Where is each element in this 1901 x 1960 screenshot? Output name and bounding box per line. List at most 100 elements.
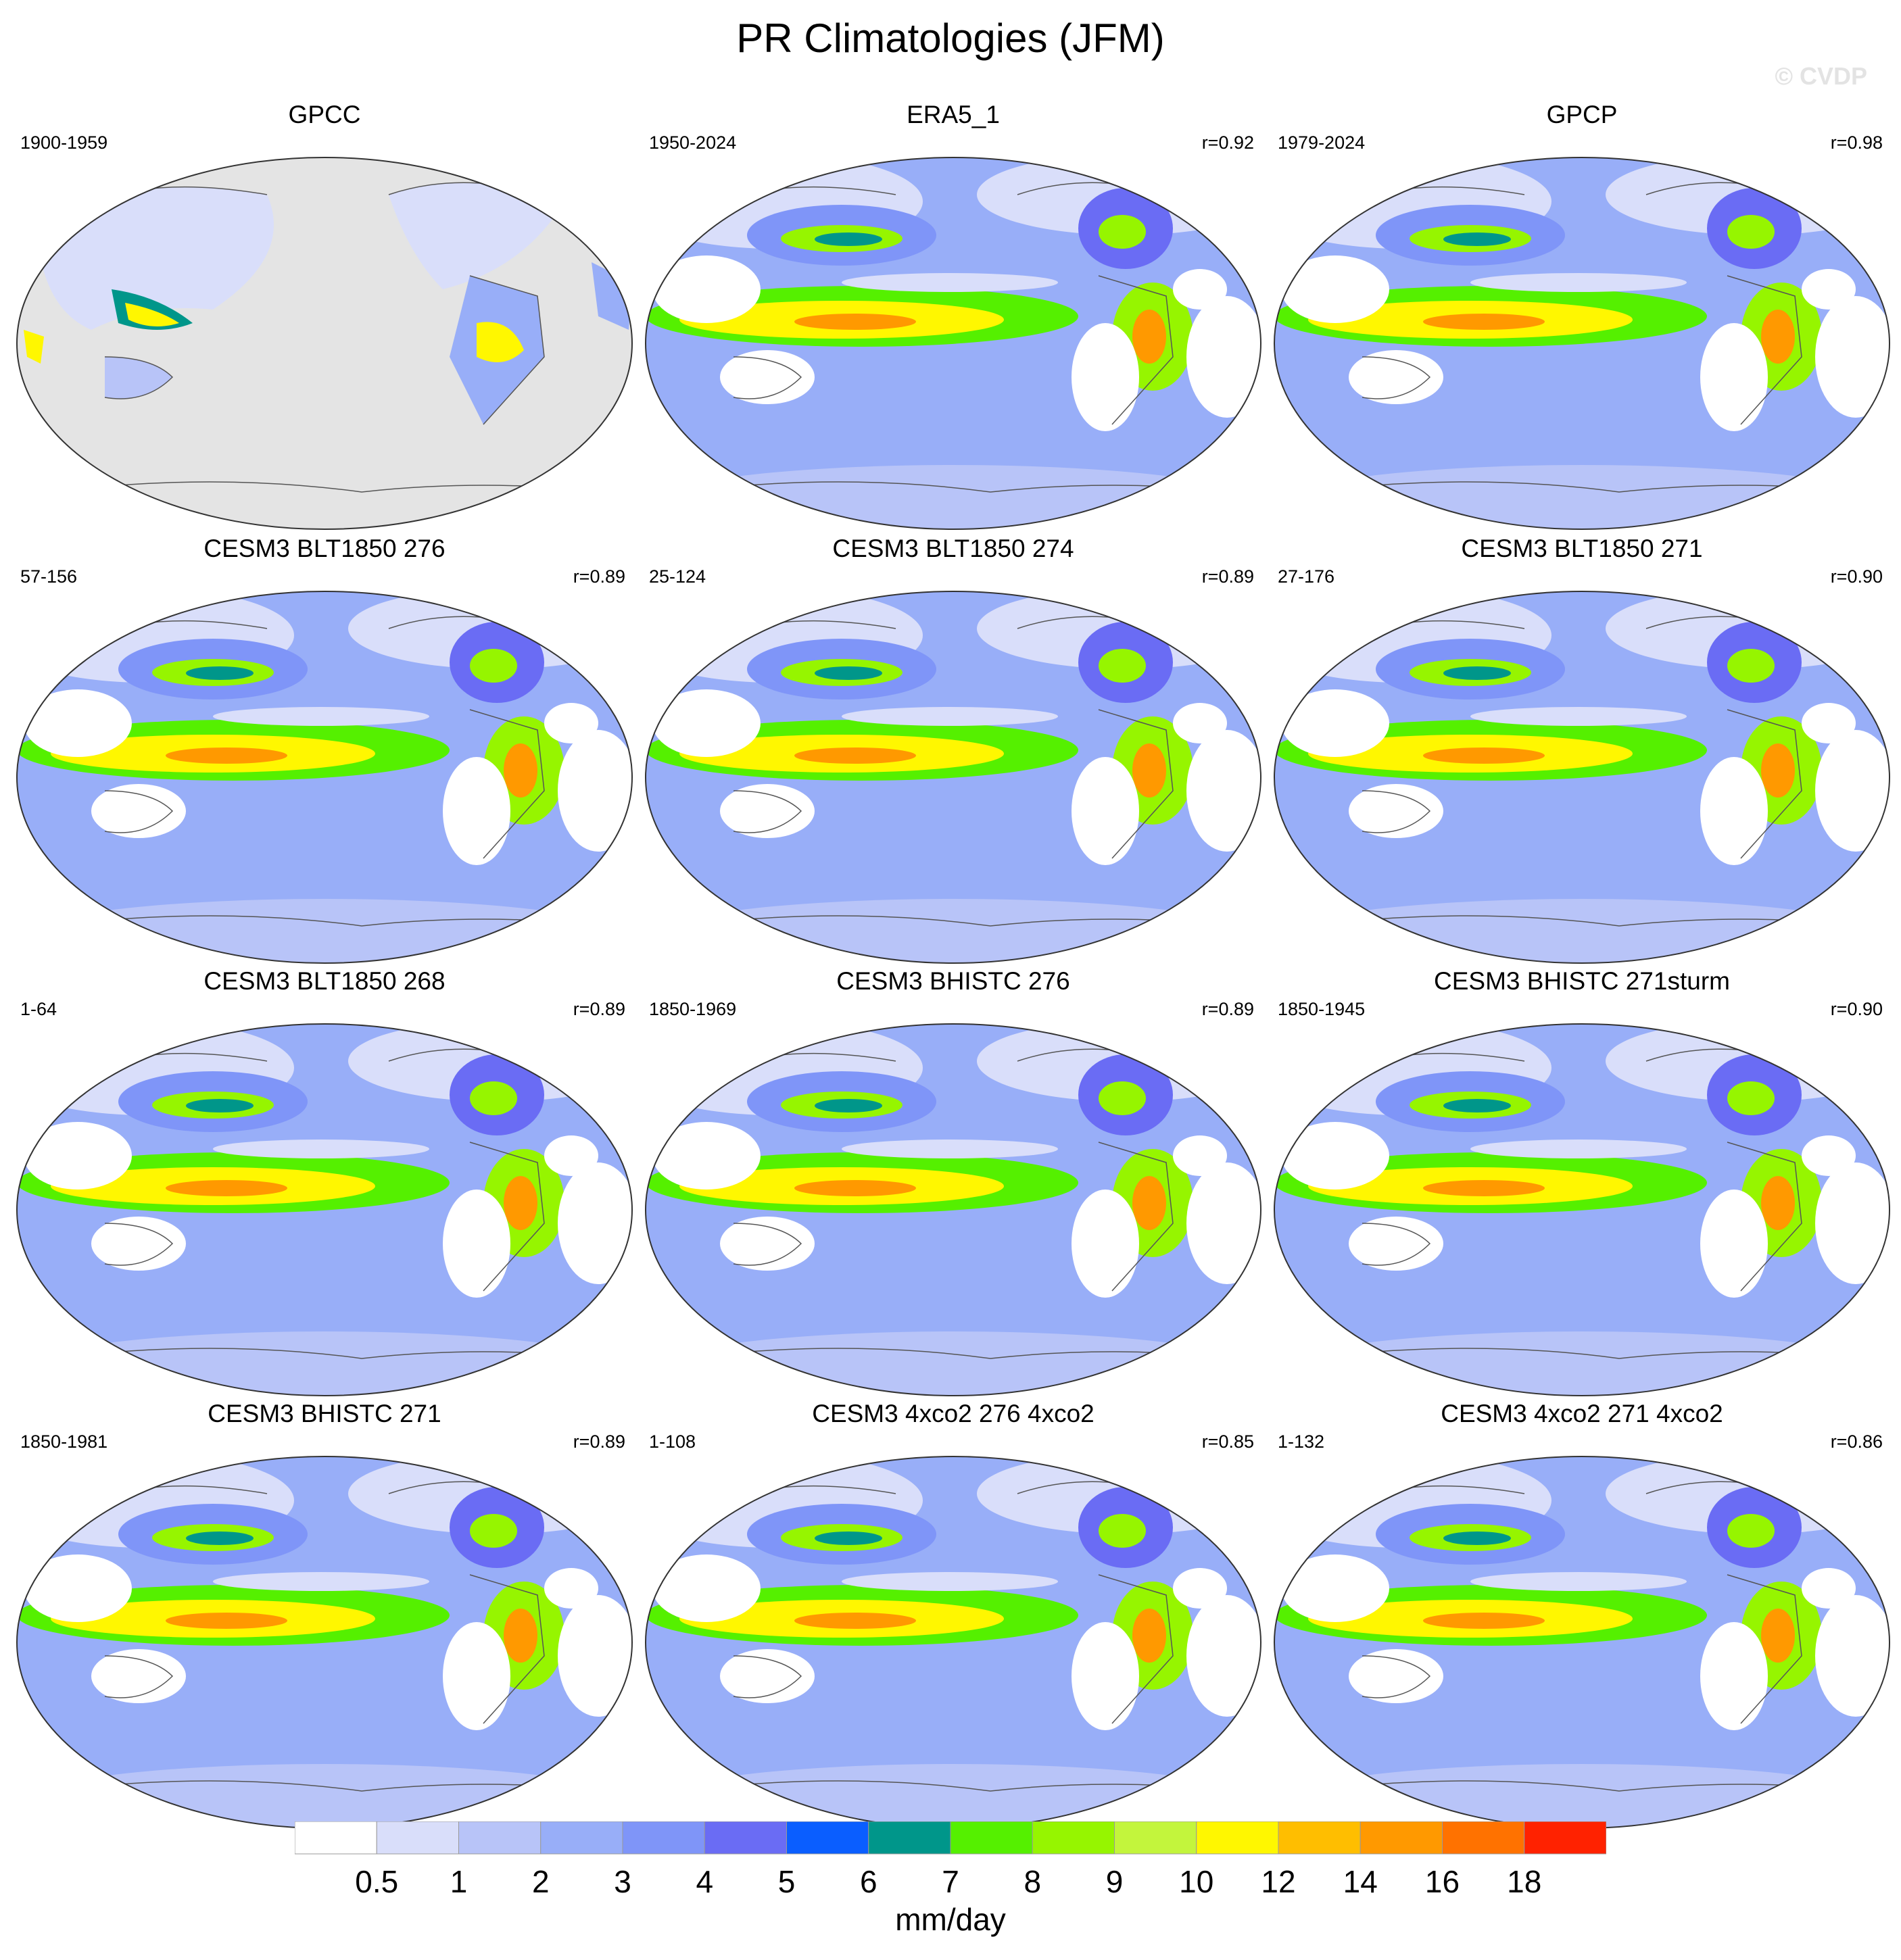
map-border [645, 1023, 1261, 1396]
panel-title: CESM3 BHISTC 276 [836, 967, 1070, 995]
robinson-map [16, 1023, 633, 1396]
panel-title: CESM3 4xco2 276 4xco2 [812, 1400, 1094, 1427]
precip-field [1274, 1024, 1890, 1396]
robinson-map [645, 157, 1261, 530]
precip-field [1274, 157, 1890, 529]
colorbar-unit: mm/day [895, 1902, 1006, 1937]
panel-period: 27-176 [1278, 566, 1335, 587]
robinson-map [1274, 1023, 1890, 1396]
panel-period: 1900-1959 [20, 132, 108, 153]
panel-period: 57-156 [20, 566, 78, 587]
map-panel: CESM3 4xco2 276 4xco2 1-108 r=0.85 [639, 1399, 1268, 1832]
colorbar-box [622, 1821, 705, 1855]
colorbar-tick-label: 6 [859, 1864, 877, 1899]
colorbar-tick-label: 3 [614, 1864, 631, 1899]
colorbar-box [704, 1821, 787, 1855]
map-border [1274, 591, 1890, 964]
precip-field [17, 157, 632, 529]
panel-title: CESM3 4xco2 271 4xco2 [1441, 1400, 1723, 1427]
robinson-map [16, 591, 633, 964]
colorbar-tick-label: 12 [1261, 1864, 1296, 1899]
precip-field [17, 1456, 632, 1828]
robinson-map [1274, 1456, 1890, 1829]
map-border [1274, 157, 1890, 530]
map-panel: CESM3 BLT1850 274 25-124 r=0.89 [639, 534, 1268, 966]
colorbar-tick-label: 1 [450, 1864, 468, 1899]
map-border [16, 1023, 633, 1396]
robinson-map [16, 1456, 633, 1829]
panel-correlation: r=0.89 [573, 566, 625, 587]
colorbar-box [1032, 1821, 1115, 1855]
colorbar-box [376, 1821, 459, 1855]
colorbar-tick-label: 2 [531, 1864, 550, 1899]
panel-title: ERA5_1 [907, 101, 1000, 128]
map-panel: CESM3 BLT1850 276 57-156 r=0.89 [10, 534, 639, 966]
colorbar-tick-label: 7 [942, 1864, 959, 1899]
map-panel: CESM3 BHISTC 271sturm 1850-1945 r=0.90 [1268, 966, 1896, 1399]
panel-period: 1-64 [20, 999, 57, 1019]
panel-title: GPCC [288, 101, 361, 128]
colorbar-tick-label: 0.5 [355, 1864, 399, 1899]
panel-period: 1979-2024 [1278, 132, 1366, 153]
colorbar-box [1278, 1821, 1361, 1855]
panel-correlation: r=0.85 [1201, 1431, 1254, 1452]
map-panel: CESM3 BLT1850 268 1-64 r=0.89 [10, 966, 639, 1399]
panel-period: 1950-2024 [649, 132, 737, 153]
panel-title: CESM3 BLT1850 274 [832, 535, 1074, 562]
colorbar: 0.5 1 2 3 4 5 6 7 8 9 10 12 14 16 18 mm/day [295, 1821, 1606, 1937]
precip-field [646, 157, 1261, 529]
map-panel: GPCP 1979-2024 r=0.98 [1268, 100, 1896, 533]
colorbar-box [868, 1821, 951, 1855]
colorbar-labels: 0.5 1 2 3 4 5 6 7 8 9 10 12 14 16 18 [295, 1863, 1606, 1904]
robinson-map [645, 1023, 1261, 1396]
panel-correlation: r=0.90 [1830, 999, 1883, 1019]
panel-period: 1-132 [1278, 1431, 1325, 1452]
panel-correlation: r=0.89 [1201, 566, 1254, 587]
panel-title: CESM3 BLT1850 271 [1461, 535, 1703, 562]
precip-field [646, 591, 1261, 963]
colorbar-box [295, 1821, 377, 1855]
panel-correlation: r=0.92 [1201, 132, 1254, 153]
colorbar-boxes [295, 1821, 1606, 1855]
precip-field [646, 1024, 1261, 1396]
map-panel: GPCC 1900-1959 [10, 100, 639, 533]
map-border [645, 157, 1261, 530]
colorbar-tick-label: 10 [1179, 1864, 1214, 1899]
precip-field [646, 1456, 1261, 1828]
panel-period: 1-108 [649, 1431, 696, 1452]
colorbar-tick-label: 8 [1024, 1864, 1042, 1899]
colorbar-tick-label: 9 [1105, 1864, 1124, 1899]
colorbar-box [1196, 1821, 1279, 1855]
panel-title: CESM3 BHISTC 271sturm [1434, 967, 1730, 995]
robinson-map [1274, 157, 1890, 530]
map-panel: CESM3 BLT1850 271 27-176 r=0.90 [1268, 534, 1896, 966]
panel-title: CESM3 BLT1850 276 [203, 535, 446, 562]
robinson-map [1274, 591, 1890, 964]
panel-period: 25-124 [649, 566, 706, 587]
panel-period: 1850-1969 [649, 999, 737, 1019]
panel-correlation: r=0.89 [573, 999, 625, 1019]
map-panel: ERA5_1 1950-2024 r=0.92 [639, 100, 1268, 533]
robinson-map [645, 591, 1261, 964]
panel-period: 1850-1981 [20, 1431, 108, 1452]
precip-field [17, 591, 632, 963]
colorbar-tick-label: 5 [777, 1864, 796, 1899]
map-panel: CESM3 4xco2 271 4xco2 1-132 r=0.86 [1268, 1399, 1896, 1832]
colorbar-box [786, 1821, 869, 1855]
map-border [645, 591, 1261, 964]
panel-period: 1850-1945 [1278, 999, 1366, 1019]
panel-correlation: r=0.89 [573, 1431, 625, 1452]
colorbar-box [950, 1821, 1033, 1855]
colorbar-box [458, 1821, 542, 1855]
colorbar-box [1359, 1821, 1443, 1855]
colorbar-box [1524, 1821, 1606, 1855]
colorbar-box [540, 1821, 623, 1855]
panel-correlation: r=0.98 [1830, 132, 1883, 153]
panel-correlation: r=0.89 [1201, 999, 1254, 1019]
panel-title: GPCP [1546, 101, 1618, 128]
map-border [16, 591, 633, 964]
map-panel: CESM3 BHISTC 271 1850-1981 r=0.89 [10, 1399, 639, 1832]
colorbar-tick-label: 16 [1424, 1864, 1460, 1899]
map-panel: CESM3 BHISTC 276 1850-1969 r=0.89 [639, 966, 1268, 1399]
